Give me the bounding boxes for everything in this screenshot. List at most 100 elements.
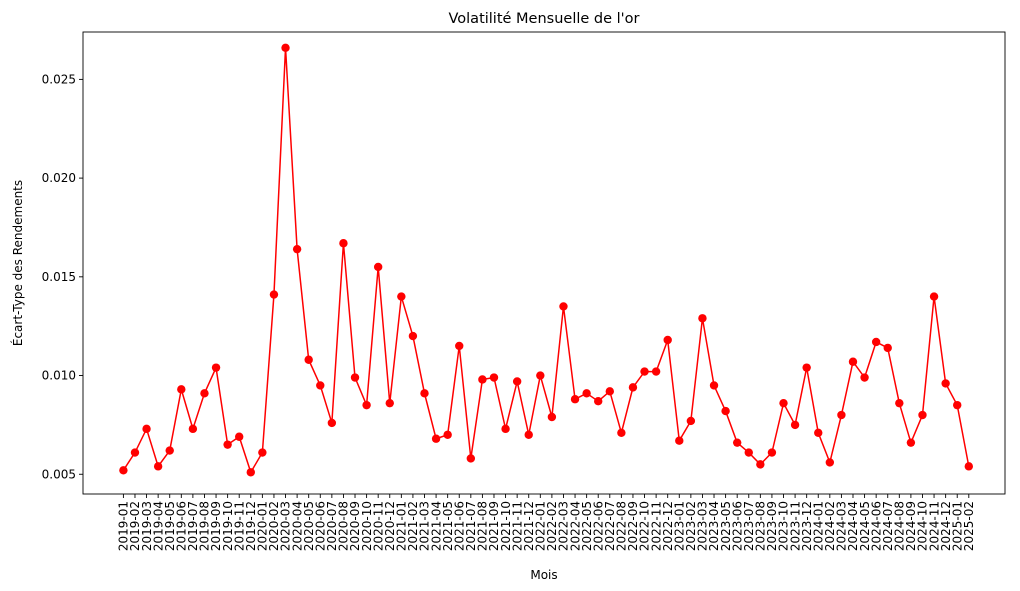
x-tick-label: 2021-03 [418, 501, 432, 551]
x-tick-label: 2022-06 [591, 501, 605, 551]
x-tick-label: 2022-03 [557, 501, 571, 551]
y-tick-label: 0.020 [42, 171, 76, 185]
data-point [165, 446, 174, 455]
x-tick-label: 2023-12 [800, 501, 814, 551]
x-tick-label: 2024-09 [904, 501, 918, 551]
y-tick-label: 0.025 [42, 72, 76, 86]
data-point [941, 379, 950, 388]
data-point [327, 418, 337, 428]
x-tick-label: 2023-05 [719, 501, 733, 551]
data-point [397, 292, 406, 301]
x-tick-label: 2023-04 [707, 501, 721, 551]
x-tick-label: 2021-11 [510, 501, 524, 551]
chart-title: Volatilité Mensuelle de l'or [448, 11, 639, 27]
x-tick-label: 2020-10 [360, 501, 374, 551]
x-tick-label: 2023-01 [672, 501, 686, 551]
x-tick-label: 2019-10 [221, 501, 235, 551]
x-axis: 2019-012019-022019-032019-042019-052019-… [117, 494, 976, 551]
x-tick-label: 2024-12 [939, 501, 953, 551]
x-tick-label: 2021-06 [452, 501, 466, 551]
data-point [223, 440, 232, 449]
x-tick-label: 2022-10 [638, 501, 652, 551]
x-axis-title: Mois [530, 568, 557, 582]
data-point [512, 377, 522, 386]
data-point [617, 428, 626, 437]
data-point [385, 398, 394, 408]
data-point [756, 460, 765, 469]
x-tick-label: 2020-06 [313, 501, 327, 551]
x-tick-label: 2023-11 [788, 501, 802, 551]
data-point [466, 454, 476, 463]
data-point [536, 371, 545, 380]
x-tick-label: 2024-07 [881, 501, 895, 551]
x-tick-label: 2021-01 [395, 501, 409, 551]
data-point [848, 357, 858, 366]
data-point [640, 367, 649, 376]
x-tick-label: 2020-05 [302, 501, 316, 551]
data-point [431, 434, 441, 443]
data-point [350, 373, 360, 382]
x-tick-label: 2021-10 [499, 501, 513, 551]
data-point [304, 355, 313, 364]
x-tick-label: 2021-09 [487, 501, 501, 551]
data-point [918, 410, 927, 420]
data-point [698, 314, 707, 323]
x-tick-label: 2019-06 [175, 501, 189, 551]
x-tick-label: 2019-02 [128, 501, 142, 551]
x-tick-label: 2021-12 [522, 501, 536, 551]
data-point [594, 397, 603, 406]
x-tick-label: 2022-01 [534, 501, 548, 551]
data-point [373, 262, 383, 272]
y-axis: 0.005 0.010 0.015 0.020 0.025 [42, 72, 83, 481]
x-tick-label: 2024-11 [927, 501, 941, 551]
x-tick-label: 2019-01 [117, 501, 131, 551]
data-point [547, 412, 557, 422]
x-tick-label: 2021-04 [429, 501, 443, 551]
data-point [200, 389, 209, 398]
y-axis-title: Écart-Type des Rendements [10, 180, 25, 346]
data-point [860, 373, 869, 382]
x-tick-label: 2022-07 [603, 501, 617, 551]
data-point [188, 424, 198, 434]
data-point [964, 462, 973, 471]
data-point [732, 438, 742, 447]
data-point [119, 466, 128, 475]
data-point [709, 381, 719, 390]
volatility-series-line [122, 47, 970, 475]
data-point [211, 363, 221, 372]
data-point [675, 436, 684, 445]
x-tick-label: 2020-03 [279, 501, 293, 551]
x-tick-label: 2022-12 [661, 501, 675, 551]
x-tick-label: 2021-05 [441, 501, 455, 551]
x-tick-label: 2022-05 [580, 501, 594, 551]
data-point [269, 290, 279, 299]
data-point [721, 406, 730, 416]
data-point [825, 458, 835, 467]
data-point [663, 335, 672, 345]
data-point [790, 420, 800, 430]
data-point [883, 343, 892, 353]
data-point [281, 43, 290, 52]
x-tick-label: 2024-04 [846, 501, 860, 551]
x-tick-label: 2023-09 [765, 501, 779, 551]
data-point [235, 432, 244, 441]
x-tick-label: 2021-08 [476, 501, 490, 551]
x-tick-label: 2020-07 [325, 501, 339, 551]
data-point [744, 448, 753, 457]
x-tick-label: 2023-02 [684, 501, 698, 551]
data-point [258, 448, 267, 457]
data-point [582, 389, 591, 398]
data-point [929, 292, 939, 301]
x-tick-label: 2023-08 [754, 501, 768, 551]
x-tick-label: 2023-06 [730, 501, 744, 551]
x-tick-label: 2025-02 [962, 501, 976, 551]
y-tick-label: 0.015 [42, 270, 76, 284]
x-tick-label: 2024-03 [835, 501, 849, 551]
x-tick-label: 2023-10 [777, 501, 791, 551]
x-tick-label: 2020-04 [290, 501, 304, 551]
x-tick-label: 2019-05 [163, 501, 177, 551]
x-tick-label: 2021-02 [406, 501, 420, 551]
plot-area-frame [82, 31, 1006, 495]
x-tick-label: 2020-02 [267, 501, 281, 551]
